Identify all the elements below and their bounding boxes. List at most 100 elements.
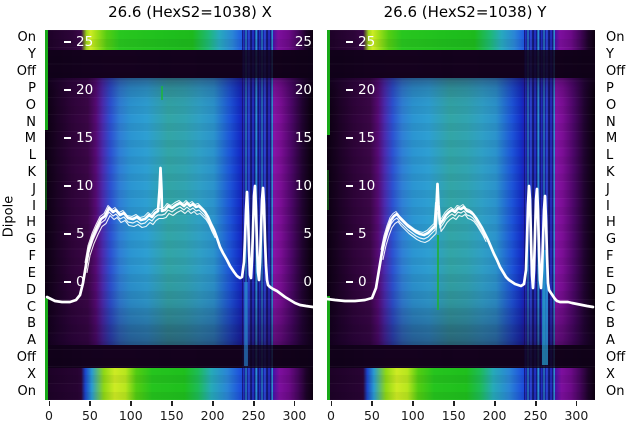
x-tick-mark (575, 401, 578, 406)
curve-trace (327, 182, 595, 309)
line-overlay (45, 166, 313, 309)
x-tick-label-50: 50 (81, 408, 98, 423)
panel-x-title: 26.6 (HexS2=1038) X (108, 3, 272, 21)
y-tick-value: 0 (76, 274, 85, 290)
y-tick-inner-15: 15 (346, 130, 375, 146)
y-tick-value: 15 (76, 130, 94, 146)
accent-line (244, 282, 248, 366)
row-label-left-l-7: L (28, 148, 36, 164)
green-edge-sliver (327, 170, 329, 210)
x-tick-mark (412, 401, 414, 406)
off-band-dim (327, 50, 595, 78)
y-tick-edge-5: 5 (303, 226, 312, 242)
y-tick-inner-15: 15 (64, 130, 93, 146)
y-tick-inner-5: 5 (64, 226, 85, 242)
x-tick-label-200: 200 (482, 408, 507, 423)
y-tick-dash (346, 41, 353, 43)
row-label-left-a-18: A (27, 333, 36, 349)
row-label-right-k-8: K (606, 164, 615, 180)
y-tick-edge-10: 10 (294, 178, 312, 194)
heatmap-panel-x: 25 25 20 20 15 15 10 10 5 5 0 0 (45, 30, 313, 400)
x-tick-label-300: 300 (282, 408, 307, 423)
row-label-right-i-10: I (606, 198, 610, 214)
row-label-left-g-12: G (25, 232, 36, 248)
curve-trace (84, 200, 214, 263)
row-label-right-y-1: Y (606, 47, 614, 63)
x-tick-label-300: 300 (564, 408, 589, 423)
y-tick-dash (64, 233, 71, 235)
x-tick-mark (330, 401, 332, 406)
x-tick-mark (453, 401, 455, 406)
curve-trace (380, 202, 485, 250)
row-label-left-i-10: I (32, 198, 36, 214)
y-tick-value: 25 (76, 34, 94, 50)
row-label-right-o-4: O (606, 97, 617, 113)
y-tick-value: 10 (358, 178, 376, 194)
x-tick-label-50: 50 (363, 408, 380, 423)
y-tick-inner-25: 25 (64, 34, 93, 50)
heatmap-panel-y: 25 20 15 10 5 0 (327, 30, 595, 400)
y-tick-inner-10: 10 (64, 178, 93, 194)
row-label-right-d-15: D (606, 282, 617, 298)
y-tick-edge-15: 15 (294, 130, 312, 146)
row-label-right-f-13: F (606, 249, 614, 265)
row-label-left-j-9: J (32, 181, 36, 197)
x-tick-label-0: 0 (327, 408, 335, 423)
row-label-left-b-17: B (27, 316, 36, 332)
row-label-right-l-7: L (606, 148, 614, 164)
x-tick-label-200: 200 (200, 408, 225, 423)
x-tick-label-250: 250 (523, 408, 548, 423)
y-tick-edge-25: 25 (294, 34, 312, 50)
row-label-right-n-5: N (606, 114, 616, 130)
row-label-right-b-17: B (606, 316, 615, 332)
row-texture (327, 30, 595, 400)
x-tick-label-0: 0 (45, 408, 53, 423)
y-tick-dash (346, 89, 353, 91)
y-tick-inner-5: 5 (346, 226, 367, 242)
row-label-right-x-20: X (606, 366, 615, 382)
y-tick-inner-0: 0 (64, 274, 85, 290)
x-tick-mark (293, 401, 296, 406)
x-tick-mark (371, 401, 373, 406)
row-label-left-n-5: N (26, 114, 36, 130)
x-tick-mark (212, 401, 214, 406)
x-tick-mark (253, 401, 255, 406)
green-edge-sliver (45, 298, 48, 400)
x-tick-label-150: 150 (159, 408, 184, 423)
y-tick-dash (346, 233, 353, 235)
y-tick-dash (64, 41, 71, 43)
y-tick-dash (64, 137, 71, 139)
main-band-tone (327, 78, 595, 345)
row-label-right-e-14: E (606, 265, 615, 281)
x-tick-label-100: 100 (400, 408, 425, 423)
y-tick-dash (346, 185, 353, 187)
row-label-left-x-20: X (27, 366, 36, 382)
green-edge-sliver (327, 296, 330, 400)
row-label-right-c-16: C (606, 299, 616, 315)
row-label-right-g-12: G (606, 232, 617, 248)
row-label-left-y-1: Y (28, 47, 36, 63)
y-tick-dash (64, 281, 71, 283)
row-label-left-off-19: Off (16, 349, 36, 365)
x-tick-mark (494, 401, 496, 406)
row-texture (45, 30, 313, 400)
y-tick-value: 20 (76, 82, 94, 98)
row-label-left-d-15: D (25, 282, 36, 298)
row-label-right-on-0: On (606, 30, 625, 46)
y-tick-dash (346, 281, 353, 283)
row-label-right-h-11: H (606, 215, 616, 231)
line-overlay (327, 182, 595, 309)
green-edge-sliver (327, 30, 330, 135)
row-label-left-m-6: M (24, 131, 36, 147)
y-tick-value: 15 (358, 130, 376, 146)
green-edge-sliver (45, 30, 48, 130)
y-tick-value: 0 (358, 274, 367, 290)
panel-y-title: 26.6 (HexS2=1038) Y (383, 3, 547, 21)
row-label-left-p-3: P (28, 80, 36, 96)
y-tick-inner-20: 20 (64, 82, 93, 98)
y-tick-value: 5 (76, 226, 85, 242)
row-label-left-k-8: K (27, 164, 36, 180)
row-label-right-p-3: P (606, 80, 614, 96)
y-tick-value: 20 (358, 82, 376, 98)
